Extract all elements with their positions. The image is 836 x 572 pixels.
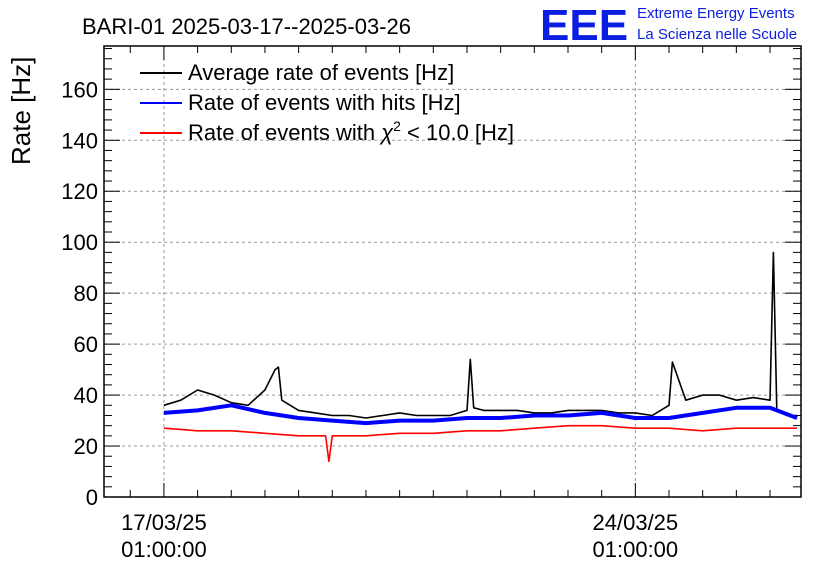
y-tick-label: 80	[74, 281, 98, 306]
series-average-rate	[163, 251, 797, 419]
x-tick-label-time: 01:00:00	[121, 537, 207, 562]
y-tick-label: 0	[86, 485, 98, 510]
legend-chi-superscript: 2	[393, 118, 401, 134]
grid	[104, 46, 801, 497]
y-tick-label: 100	[61, 230, 98, 255]
legend-label-chi2: Rate of events with χ2 < 10.0 [Hz]	[188, 118, 514, 145]
logo-mark: EEE	[540, 1, 628, 50]
chart-title: BARI-01 2025-03-17--2025-03-26	[82, 14, 411, 39]
eee-logo: EEE Extreme Energy Events La Scienza nel…	[540, 1, 797, 50]
y-tick-label: 40	[74, 383, 98, 408]
legend-chi-symbol: χ	[379, 120, 394, 145]
tick-labels: 02040608010012014016017/03/2501:00:0024/…	[61, 77, 678, 562]
series-hits-rate	[163, 403, 798, 426]
series-chi2-rate	[163, 424, 797, 463]
legend: Average rate of events [Hz] Rate of even…	[140, 60, 514, 145]
plot-frame	[103, 45, 802, 498]
y-tick-label: 160	[61, 77, 98, 102]
x-tick-label-date: 17/03/25	[121, 510, 207, 535]
legend-chi2-tail: < 10.0 [Hz]	[401, 120, 514, 145]
y-tick-label: 20	[74, 434, 98, 459]
legend-chi2-text: Rate of events with	[188, 120, 375, 145]
logo-line-2: La Scienza nelle Scuole	[637, 26, 797, 43]
x-tick-label-time: 01:00:00	[593, 537, 679, 562]
y-axis-label: Rate [Hz]	[6, 57, 36, 165]
logo-line-1: Extreme Energy Events	[637, 5, 795, 22]
legend-label-hits: Rate of events with hits [Hz]	[188, 90, 461, 115]
legend-label-average: Average rate of events [Hz]	[188, 60, 454, 85]
series-layer	[163, 251, 798, 463]
y-tick-label: 140	[61, 128, 98, 153]
axes	[103, 45, 802, 498]
y-tick-label: 120	[61, 179, 98, 204]
x-tick-label-date: 24/03/25	[593, 510, 679, 535]
y-tick-label: 60	[74, 332, 98, 357]
